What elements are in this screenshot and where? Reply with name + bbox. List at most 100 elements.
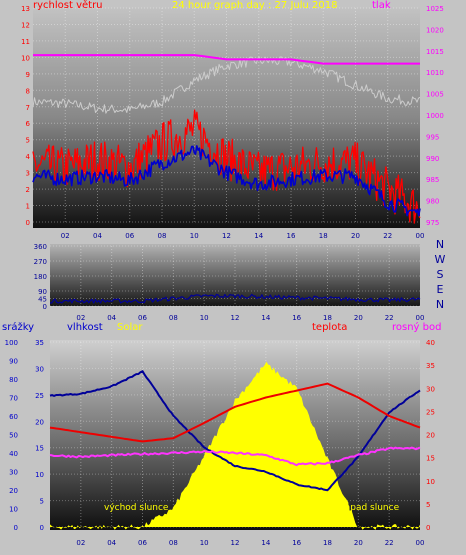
mid-x-label-22: 22 bbox=[385, 314, 394, 322]
rain-tick-20: 20 bbox=[9, 487, 18, 495]
mid-x-label-12: 12 bbox=[231, 314, 240, 322]
direction-tick-180: 180 bbox=[34, 273, 47, 281]
top-x-label-14: 14 bbox=[254, 232, 263, 240]
data-series bbox=[32, 54, 421, 530]
top-right-tick-990: 990 bbox=[426, 155, 439, 163]
mid-x-label-02: 02 bbox=[76, 314, 85, 322]
bottom-x-label-08: 08 bbox=[169, 539, 178, 547]
bottom-x-label-06: 06 bbox=[138, 539, 147, 547]
temperature-line bbox=[49, 382, 421, 443]
temp-tick-40: 40 bbox=[426, 339, 435, 347]
top-right-tick-1025: 1025 bbox=[426, 5, 444, 13]
temperature-label: teplota bbox=[312, 322, 348, 333]
top-left-tick-5: 5 bbox=[26, 137, 30, 145]
direction-tick-360: 360 bbox=[34, 243, 47, 251]
temp-tick-25: 25 bbox=[426, 408, 435, 416]
top-left-label: rychlost větru bbox=[33, 0, 103, 11]
wind-gust-line bbox=[32, 145, 421, 217]
humidity-label: vlhkost bbox=[67, 322, 103, 333]
top-left-tick-4: 4 bbox=[26, 153, 31, 161]
rain-tick-0: 0 bbox=[14, 524, 18, 532]
compass-label-4: N bbox=[436, 298, 444, 311]
top-x-label-22: 22 bbox=[383, 232, 392, 240]
rain-tick-50: 50 bbox=[9, 432, 18, 440]
top-left-tick-2: 2 bbox=[26, 186, 30, 194]
wind-direction-line bbox=[49, 293, 421, 304]
sunrise-annotation: východ slunce bbox=[104, 503, 169, 513]
mid-x-label-14: 14 bbox=[261, 314, 270, 322]
top-left-tick-11: 11 bbox=[21, 38, 30, 46]
direction-tick-45: 45 bbox=[38, 296, 47, 304]
top-left-tick-9: 9 bbox=[26, 71, 30, 79]
mid-x-label-06: 06 bbox=[138, 314, 147, 322]
grid-lines bbox=[33, 7, 420, 528]
mid-x-label-10: 10 bbox=[200, 314, 209, 322]
dewpoint-line bbox=[49, 446, 421, 467]
top-left-tick-7: 7 bbox=[26, 104, 30, 112]
humidity-tick-30: 30 bbox=[35, 365, 44, 373]
temp-tick-20: 20 bbox=[426, 432, 435, 440]
top-x-label-08: 08 bbox=[158, 232, 167, 240]
bottom-x-label-16: 16 bbox=[292, 539, 301, 547]
top-right-tick-1015: 1015 bbox=[426, 48, 444, 56]
bottom-x-label-14: 14 bbox=[261, 539, 270, 547]
bottom-x-label-10: 10 bbox=[200, 539, 209, 547]
bottom-x-label-18: 18 bbox=[323, 539, 332, 547]
compass-label-3: E bbox=[437, 283, 444, 296]
top-right-tick-995: 995 bbox=[426, 133, 439, 141]
mid-x-label-20: 20 bbox=[354, 314, 363, 322]
temp-tick-0: 0 bbox=[426, 524, 430, 532]
sunset-annotation: západ slunce bbox=[340, 503, 400, 513]
rain-tick-60: 60 bbox=[9, 413, 18, 421]
direction-tick-270: 270 bbox=[34, 258, 47, 266]
top-left-tick-12: 12 bbox=[21, 21, 30, 29]
mid-x-label-00: 00 bbox=[416, 314, 425, 322]
bottom-x-label-22: 22 bbox=[385, 539, 394, 547]
rain-tick-80: 80 bbox=[9, 376, 18, 384]
humidity-tick-15: 15 bbox=[35, 445, 44, 453]
solar-area bbox=[50, 361, 420, 530]
rain-tick-70: 70 bbox=[9, 395, 18, 403]
top-x-label-02: 02 bbox=[61, 232, 70, 240]
rain-label: srážky bbox=[2, 322, 35, 333]
humidity-tick-10: 10 bbox=[35, 471, 44, 479]
top-left-tick-13: 13 bbox=[21, 5, 30, 13]
humidity-tick-0: 0 bbox=[40, 524, 44, 532]
compass-label-2: S bbox=[437, 268, 444, 281]
direction-tick-0: 0 bbox=[43, 303, 47, 311]
top-plot-background bbox=[33, 8, 420, 228]
bottom-x-label-02: 02 bbox=[76, 539, 85, 547]
top-x-label-20: 20 bbox=[351, 232, 360, 240]
top-left-tick-1: 1 bbox=[26, 203, 30, 211]
direction-tick-90: 90 bbox=[38, 288, 47, 296]
temp-tick-15: 15 bbox=[426, 455, 435, 463]
humidity-tick-20: 20 bbox=[35, 418, 44, 426]
humidity-line bbox=[49, 370, 421, 492]
mid-x-label-08: 08 bbox=[169, 314, 178, 322]
top-left-tick-10: 10 bbox=[21, 54, 30, 62]
top-x-label-10: 10 bbox=[190, 232, 199, 240]
top-right-tick-1010: 1010 bbox=[426, 69, 444, 77]
top-x-label-12: 12 bbox=[222, 232, 231, 240]
top-right-tick-975: 975 bbox=[426, 219, 439, 227]
mid-x-label-04: 04 bbox=[107, 314, 116, 322]
top-right-tick-1000: 1000 bbox=[426, 112, 444, 120]
top-right-label: tlak bbox=[372, 0, 391, 11]
rain-tick-40: 40 bbox=[9, 450, 18, 458]
solar-label: Solar bbox=[117, 322, 143, 333]
pressure-line bbox=[33, 54, 420, 65]
rain-tick-30: 30 bbox=[9, 469, 18, 477]
temp-tick-30: 30 bbox=[426, 385, 435, 393]
rain-tick-10: 10 bbox=[9, 506, 18, 514]
compass-label-0: N bbox=[436, 238, 444, 251]
solar-trace-line bbox=[32, 56, 421, 114]
top-right-tick-1005: 1005 bbox=[426, 91, 444, 99]
compass-label-1: W bbox=[435, 253, 446, 266]
temp-tick-10: 10 bbox=[426, 478, 435, 486]
top-left-tick-6: 6 bbox=[26, 120, 31, 128]
top-left-tick-3: 3 bbox=[26, 170, 30, 178]
humidity-tick-25: 25 bbox=[35, 392, 44, 400]
bottom-x-label-00: 00 bbox=[416, 539, 425, 547]
top-right-tick-985: 985 bbox=[426, 176, 439, 184]
